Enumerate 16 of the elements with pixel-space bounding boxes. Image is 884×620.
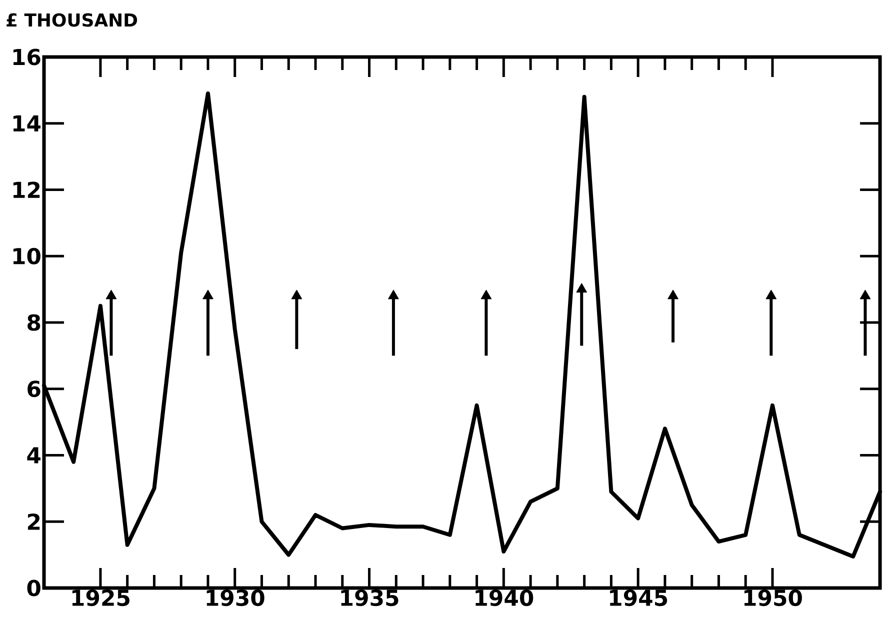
y-tick-label: 16 bbox=[13, 48, 40, 66]
y-tick-label: 14 bbox=[13, 115, 40, 132]
x-tick-label: 1930 bbox=[206, 590, 264, 606]
y-tick-label: 8 bbox=[28, 314, 40, 331]
y-tick-label: 10 bbox=[13, 248, 40, 264]
x-tick-label: 1940 bbox=[476, 590, 534, 606]
x-tick-label: 1935 bbox=[341, 590, 398, 606]
x-tick-label: 1945 bbox=[610, 590, 668, 606]
y-tick-label: 6 bbox=[28, 380, 40, 398]
x-tick-label: 1950 bbox=[744, 590, 802, 606]
y-tick-label: 4 bbox=[27, 447, 40, 464]
y-tick-label: 12 bbox=[13, 182, 40, 198]
y-axis-title: £ THOUSAND bbox=[6, 13, 138, 27]
y-tick-label: 0 bbox=[27, 580, 40, 596]
y-tick-label: 2 bbox=[28, 513, 40, 530]
x-tick-label: 1925 bbox=[72, 590, 130, 606]
